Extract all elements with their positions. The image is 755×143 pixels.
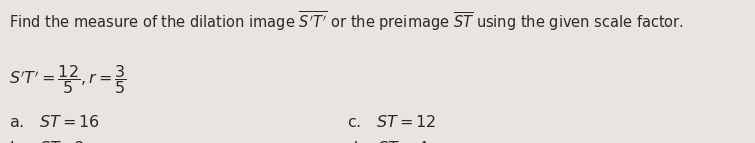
Text: Find the measure of the dilation image $\overline{S'T'}$ or the preimage $\overl: Find the measure of the dilation image $…: [9, 10, 684, 33]
Text: a.   $ST = 16$: a. $ST = 16$: [9, 114, 100, 130]
Text: $S'T'=\dfrac{12}{5}, r=\dfrac{3}{5}$: $S'T'=\dfrac{12}{5}, r=\dfrac{3}{5}$: [9, 63, 127, 96]
Text: b.   $ST\!=\!8$: b. $ST\!=\!8$: [9, 140, 85, 143]
Text: c.   $ST = 12$: c. $ST = 12$: [347, 114, 436, 130]
Text: d.   $ST = 4$: d. $ST = 4$: [347, 140, 429, 143]
